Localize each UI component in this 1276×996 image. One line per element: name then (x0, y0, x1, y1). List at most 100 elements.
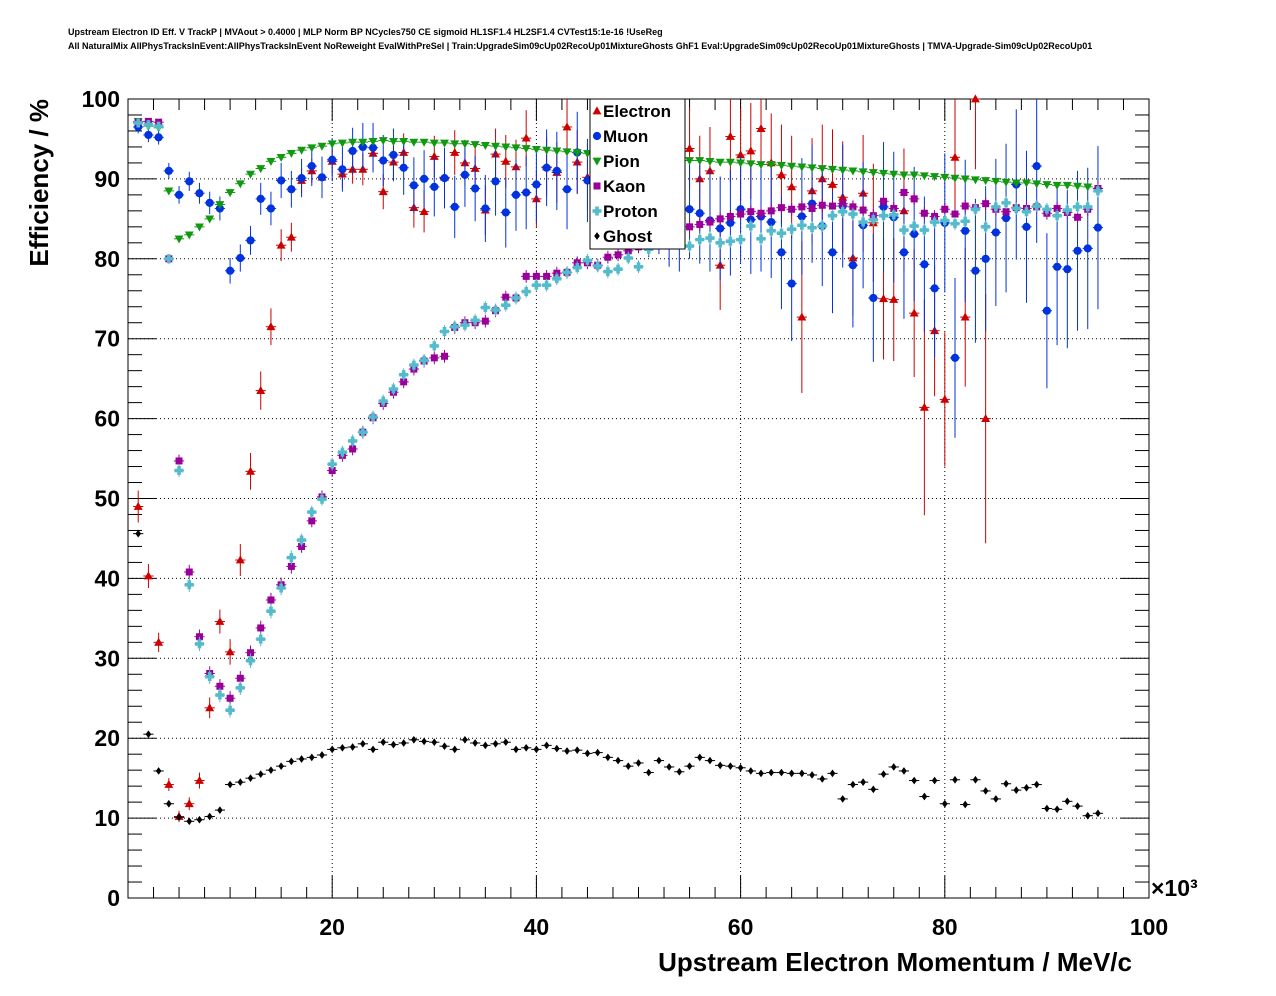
marker-ghost (819, 775, 826, 783)
marker-electron (276, 240, 286, 249)
marker-ghost (431, 738, 438, 747)
marker-proton (889, 210, 899, 220)
marker-ghost (666, 763, 672, 771)
marker-ghost (656, 756, 662, 765)
marker-ghost (635, 759, 642, 767)
marker-muon (195, 189, 204, 198)
marker-proton (256, 634, 266, 644)
marker-proton (337, 447, 347, 457)
marker-electron (756, 123, 766, 132)
marker-muon (317, 173, 327, 182)
marker-pion (991, 177, 1001, 186)
legend-box (589, 98, 686, 250)
marker-muon (481, 204, 490, 213)
marker-pion (409, 138, 419, 147)
marker-proton (746, 221, 756, 231)
marker-kaon (614, 251, 622, 259)
marker-proton (634, 262, 643, 272)
marker-muon (419, 174, 429, 183)
legend-label: Muon (603, 127, 648, 146)
marker-ghost (941, 799, 948, 808)
marker-proton (623, 253, 633, 263)
legend-entry-kaon: Kaon (593, 177, 646, 196)
marker-proton (460, 320, 470, 330)
marker-ghost (860, 778, 866, 786)
marker-electron (746, 146, 756, 155)
marker-proton (603, 267, 613, 277)
marker-pion (286, 149, 296, 158)
marker-proton (970, 204, 980, 214)
marker-ghost (257, 770, 264, 779)
marker-ghost (880, 770, 887, 779)
marker-muon (399, 163, 408, 172)
marker-kaon (818, 201, 826, 209)
marker-ghost (1033, 780, 1040, 789)
marker-pion (1011, 179, 1021, 188)
marker-electron (195, 775, 204, 784)
marker-pion (807, 164, 817, 173)
marker-proton (817, 221, 827, 231)
marker-proton (521, 287, 531, 297)
marker-pion (1073, 182, 1082, 191)
marker-pion (1022, 179, 1031, 188)
marker-proton (368, 412, 378, 422)
marker-proton (582, 255, 592, 265)
marker-ghost (911, 776, 917, 785)
marker-muon (174, 190, 184, 199)
legend-entry-ghost: Ghost (594, 227, 652, 246)
marker-ghost (492, 739, 499, 748)
marker-proton (919, 225, 929, 235)
marker-pion (266, 157, 276, 166)
marker-ghost (993, 795, 999, 803)
marker-kaon (828, 202, 836, 210)
marker-muon (185, 177, 194, 186)
series-pion (133, 117, 1104, 244)
marker-electron (725, 131, 735, 140)
marker-kaon (982, 200, 990, 208)
marker-proton (991, 202, 1001, 212)
marker-ghost (737, 763, 744, 772)
marker-electron (940, 394, 950, 403)
marker-proton (899, 225, 909, 235)
marker-ghost (227, 780, 233, 789)
marker-ghost (319, 751, 325, 759)
marker-pion (858, 168, 868, 177)
marker-proton (133, 118, 143, 128)
legend-label: Electron (603, 102, 671, 121)
y-tick-label: 80 (94, 246, 120, 272)
marker-pion (899, 171, 909, 180)
marker-proton (164, 254, 174, 264)
marker-ghost (1074, 802, 1081, 810)
marker-kaon (532, 272, 540, 280)
marker-muon (1042, 306, 1052, 315)
marker-kaon (236, 674, 244, 682)
marker-muon (379, 156, 388, 165)
legend-label: Proton (603, 202, 658, 221)
marker-electron (286, 232, 296, 241)
marker-pion (868, 169, 878, 178)
marker-proton (827, 211, 837, 221)
marker-ghost (707, 756, 713, 765)
marker-pion (174, 235, 184, 244)
marker-muon (542, 163, 551, 172)
marker-pion (776, 161, 786, 170)
marker-ghost (166, 799, 172, 808)
marker-pion (184, 231, 194, 240)
marker-pion (399, 137, 409, 146)
marker-pion (205, 215, 215, 224)
marker-muon (869, 293, 878, 303)
marker-proton (470, 315, 480, 325)
marker-ghost (298, 755, 305, 763)
marker-ghost (584, 749, 591, 758)
legend-label: Pion (603, 152, 640, 171)
marker-ghost (451, 745, 458, 754)
marker-proton (552, 274, 562, 284)
marker-proton (531, 280, 541, 290)
marker-ghost (829, 769, 836, 778)
marker-pion (460, 140, 470, 149)
marker-ghost (788, 769, 795, 778)
marker-proton (868, 215, 878, 225)
marker-muon (491, 177, 500, 186)
marker-legend-ghost (594, 232, 600, 240)
